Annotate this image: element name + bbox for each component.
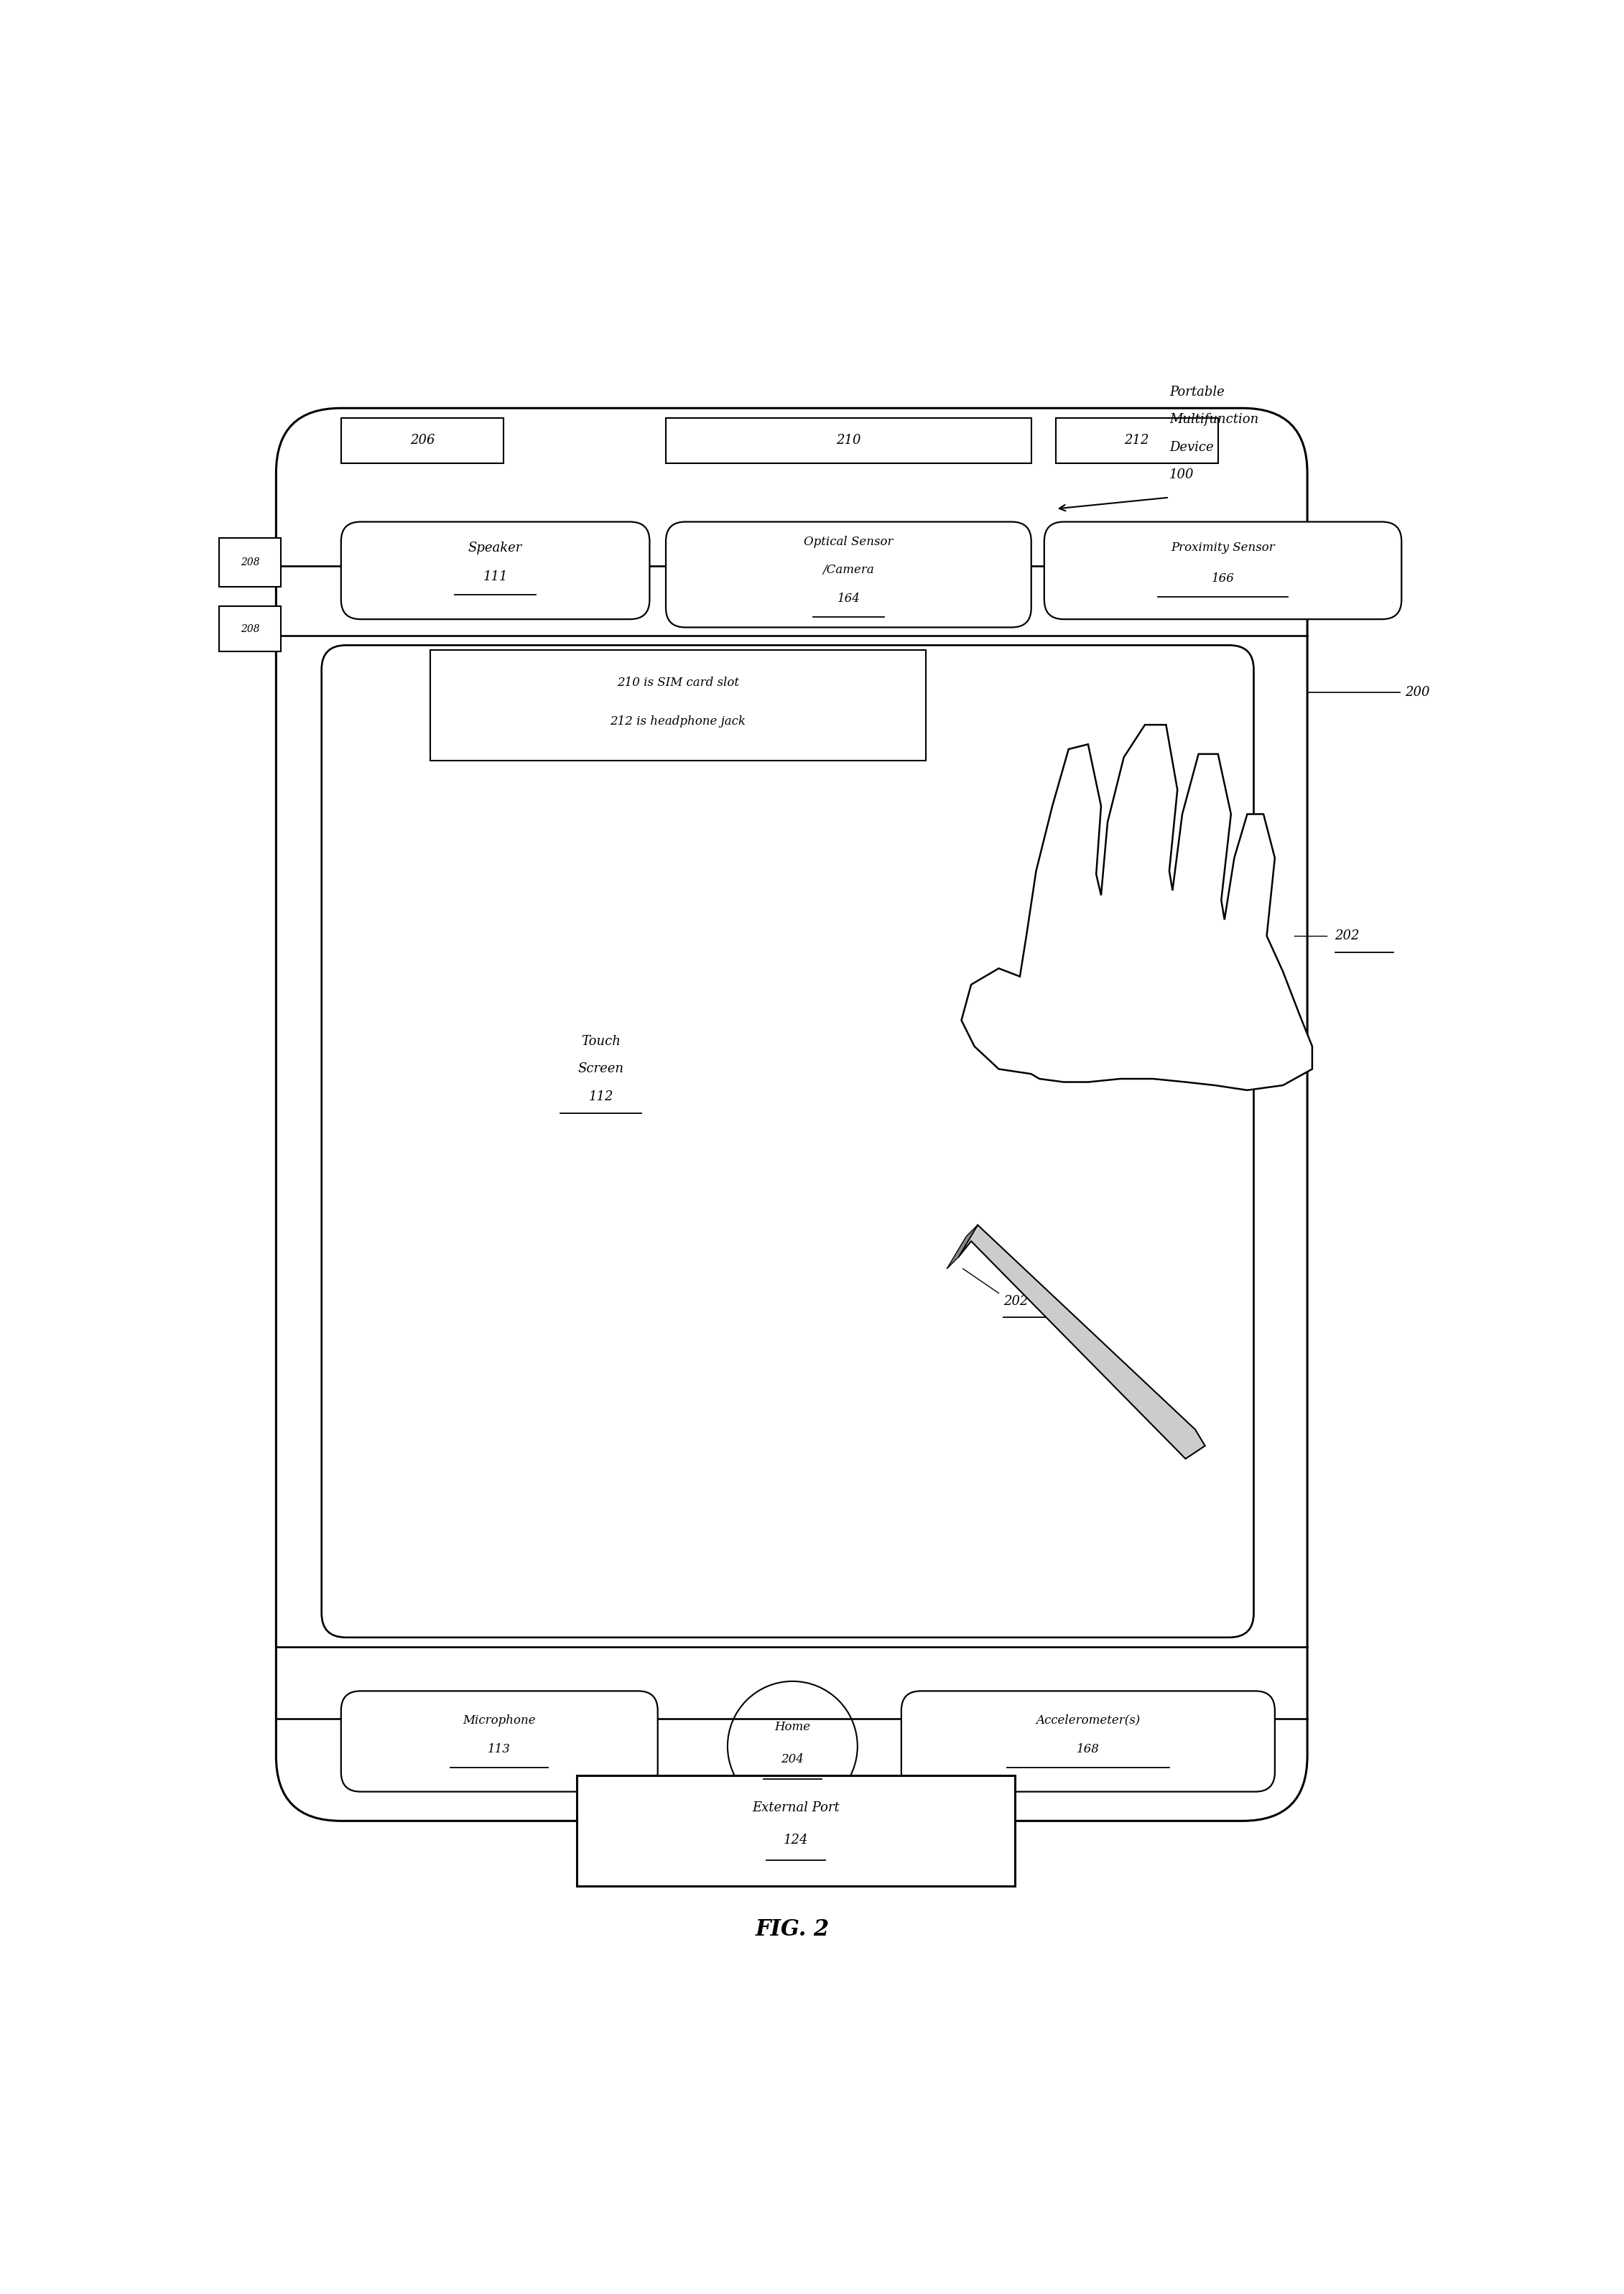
Text: Speaker: Speaker [468, 541, 523, 555]
Polygon shape [961, 725, 1312, 1090]
Text: 112: 112 [588, 1090, 614, 1103]
Text: Screen: Screen [578, 1062, 624, 1076]
Text: Microphone: Microphone [463, 1714, 536, 1727]
Text: 212 is headphone jack: 212 is headphone jack [611, 716, 745, 727]
Text: 210 is SIM card slot: 210 is SIM card slot [617, 677, 739, 688]
FancyBboxPatch shape [1044, 521, 1402, 619]
Text: Home: Home [775, 1720, 810, 1732]
FancyBboxPatch shape [341, 1691, 658, 1792]
Text: 111: 111 [482, 571, 508, 583]
Text: 204: 204 [781, 1753, 804, 1766]
Polygon shape [958, 1225, 1205, 1459]
Text: Multifunction: Multifunction [1169, 413, 1259, 427]
Text: 206: 206 [409, 434, 435, 447]
Bar [341, 418, 503, 463]
Text: /Camera: /Camera [823, 564, 874, 576]
Text: 164: 164 [836, 592, 861, 606]
Text: 166: 166 [1212, 574, 1234, 585]
FancyBboxPatch shape [322, 645, 1254, 1638]
Text: External Port: External Port [752, 1801, 840, 1815]
Bar [1056, 418, 1218, 463]
Text: 200: 200 [1405, 686, 1429, 700]
FancyBboxPatch shape [901, 1691, 1275, 1792]
Text: Optical Sensor: Optical Sensor [804, 537, 893, 548]
Text: Accelerometer(s): Accelerometer(s) [1036, 1714, 1140, 1727]
Text: 212: 212 [1124, 434, 1150, 447]
Text: FIG. 2: FIG. 2 [755, 1918, 830, 1941]
Text: Device: Device [1169, 440, 1213, 454]
Bar [219, 539, 281, 587]
Text: Proximity Sensor: Proximity Sensor [1171, 541, 1275, 553]
Text: Touch: Touch [581, 1035, 620, 1048]
FancyBboxPatch shape [666, 521, 1031, 626]
Bar [430, 649, 926, 762]
Text: 208: 208 [240, 624, 260, 633]
Text: 124: 124 [783, 1833, 809, 1847]
Bar [577, 1776, 1015, 1886]
Text: 208: 208 [240, 557, 260, 567]
Text: 168: 168 [1077, 1743, 1099, 1755]
FancyBboxPatch shape [276, 408, 1307, 1821]
Text: 100: 100 [1169, 468, 1194, 482]
Text: Portable: Portable [1169, 385, 1224, 399]
Text: 113: 113 [487, 1743, 512, 1755]
Polygon shape [947, 1225, 978, 1269]
Text: 202: 202 [1004, 1294, 1028, 1308]
Text: 210: 210 [836, 434, 861, 447]
FancyBboxPatch shape [341, 521, 650, 619]
Text: 202: 202 [1335, 929, 1359, 943]
Bar [666, 418, 1031, 463]
Bar [219, 606, 281, 651]
